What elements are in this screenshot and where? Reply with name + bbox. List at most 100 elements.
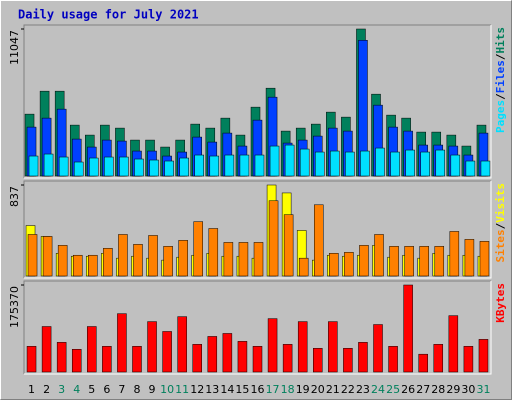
x-tick-label: 30 xyxy=(461,383,475,396)
bar xyxy=(328,321,338,373)
legend-entry: Hits xyxy=(494,27,507,54)
bar xyxy=(345,151,355,177)
x-tick-label: 23 xyxy=(356,383,370,396)
bar xyxy=(163,246,173,277)
bar xyxy=(450,154,461,177)
x-tick-label: 1 xyxy=(28,383,35,396)
bar xyxy=(193,221,203,277)
legend-entry: Files xyxy=(494,60,507,93)
bar xyxy=(119,156,129,177)
x-tick-label: 31 xyxy=(476,383,490,396)
x-tick-label: 10 xyxy=(160,383,174,396)
x-tick-label: 5 xyxy=(88,383,95,396)
bar xyxy=(72,254,83,277)
bar xyxy=(178,240,188,277)
bar xyxy=(464,239,475,277)
bar xyxy=(104,156,114,177)
bar xyxy=(463,346,474,373)
bar xyxy=(238,242,249,277)
x-tick-label: 4 xyxy=(73,383,80,396)
legend-separator: / xyxy=(494,222,507,229)
panel-bevel-dark xyxy=(23,280,491,374)
bar xyxy=(209,155,220,177)
bar xyxy=(390,151,400,177)
bar xyxy=(373,324,383,373)
bar xyxy=(389,246,399,277)
bar xyxy=(179,157,189,177)
bar xyxy=(330,150,340,177)
x-tick-label: 12 xyxy=(190,383,204,396)
x-tick-label: 26 xyxy=(401,383,415,396)
bar xyxy=(73,161,84,177)
bar xyxy=(149,159,159,177)
x-tick-label: 11 xyxy=(175,383,189,396)
bar xyxy=(343,348,353,373)
bar xyxy=(207,336,218,373)
legend-entry: KBytes xyxy=(494,283,507,323)
bar xyxy=(254,154,265,177)
legend: KBytes xyxy=(494,283,507,323)
chart-title: Daily usage for July 2021 xyxy=(18,8,199,22)
x-tick-label: 15 xyxy=(235,383,249,396)
bar xyxy=(117,313,127,373)
legend-entry: Pages xyxy=(494,100,507,133)
bar xyxy=(315,151,325,177)
bar xyxy=(102,346,112,373)
bar xyxy=(71,349,82,373)
bar xyxy=(28,155,39,177)
bar xyxy=(132,346,142,373)
bar xyxy=(465,160,476,177)
bar xyxy=(448,315,459,373)
x-tick-label: 14 xyxy=(220,383,234,396)
panel-bevel-light xyxy=(24,25,492,179)
bar xyxy=(27,234,38,277)
bar xyxy=(148,235,158,277)
bar xyxy=(418,353,428,373)
bar xyxy=(88,254,98,277)
bar xyxy=(58,156,69,177)
bar xyxy=(177,316,187,373)
bar xyxy=(253,242,264,277)
legend: Pages/Files/Hits xyxy=(494,27,507,133)
bar xyxy=(374,234,384,277)
legend: Sites/Visits xyxy=(494,183,507,263)
bar xyxy=(224,154,235,177)
x-tick-label: 24 xyxy=(371,383,385,396)
bar xyxy=(237,341,248,373)
y-tick-label: 175370 xyxy=(8,286,21,328)
y-tick-label: 11047 xyxy=(8,30,21,65)
bar xyxy=(42,236,53,277)
bar xyxy=(420,151,430,177)
panel-bevel-dark xyxy=(23,180,491,278)
bar xyxy=(299,148,310,177)
bar xyxy=(267,318,278,373)
x-tick-label: 9 xyxy=(149,383,156,396)
x-tick-label: 21 xyxy=(326,383,340,396)
x-tick-label: 18 xyxy=(281,383,295,396)
bar xyxy=(449,231,460,277)
x-tick-label: 7 xyxy=(118,383,125,396)
bar xyxy=(360,150,370,177)
x-tick-label: 2 xyxy=(43,383,50,396)
x-tick-label: 13 xyxy=(205,383,219,396)
bar xyxy=(403,284,413,373)
bar xyxy=(164,160,174,177)
bar xyxy=(480,160,491,177)
x-tick-label: 6 xyxy=(103,383,110,396)
bar xyxy=(478,339,489,373)
bar xyxy=(43,153,54,177)
bar xyxy=(41,326,52,373)
x-tick-label: 29 xyxy=(446,383,460,396)
bar xyxy=(405,149,415,177)
bar xyxy=(147,321,157,373)
x-tick-label: 28 xyxy=(431,383,445,396)
bar xyxy=(314,204,324,277)
bar xyxy=(162,331,172,373)
panel-bevel-light xyxy=(24,281,492,375)
bar xyxy=(375,147,385,177)
panel-bevel-dark xyxy=(23,24,491,178)
bar xyxy=(388,346,398,373)
bar xyxy=(118,234,128,277)
bar xyxy=(192,344,202,373)
x-tick-label: 17 xyxy=(266,383,280,396)
